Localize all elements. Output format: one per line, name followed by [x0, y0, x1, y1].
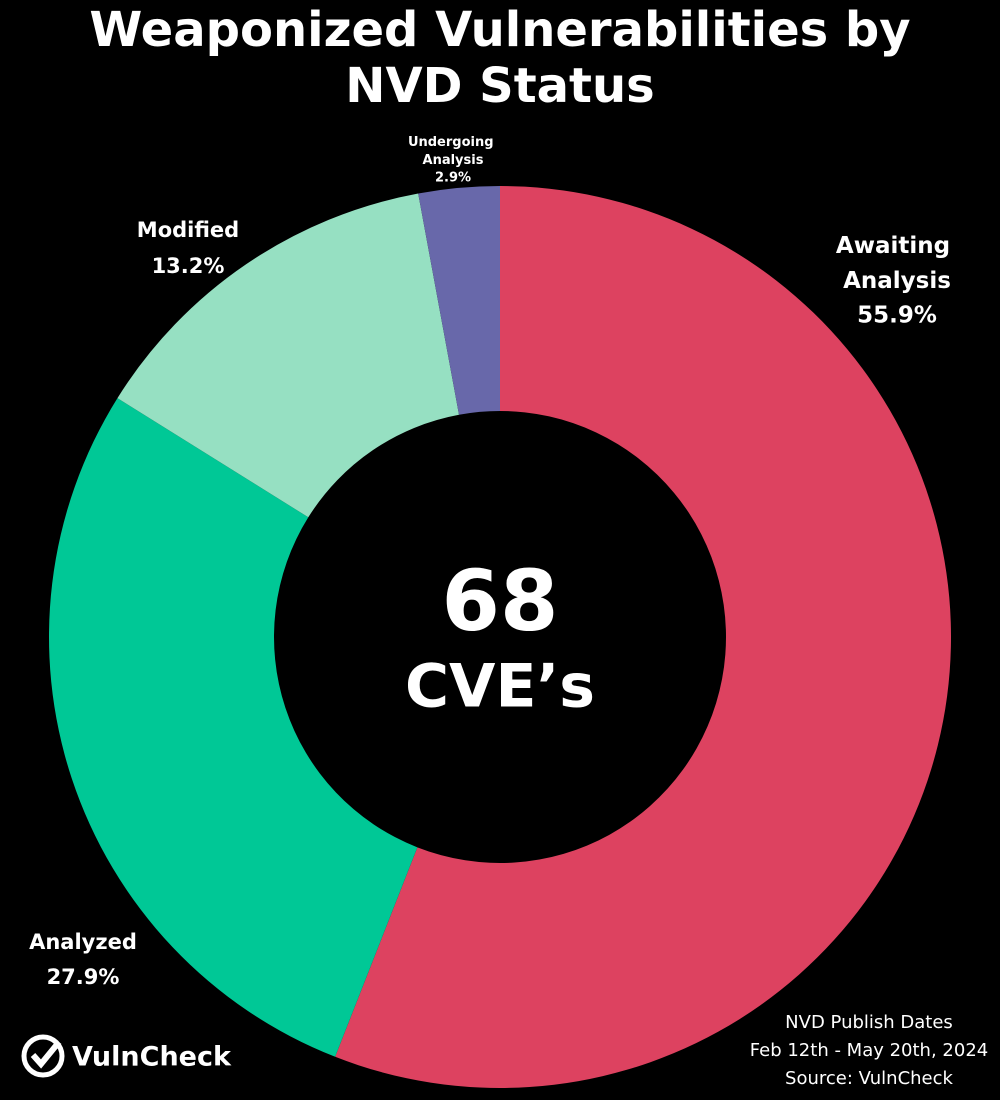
- chart-title: Weaponized Vulnerabilities by NVD Status: [89, 2, 911, 114]
- footnote: NVD Publish Dates: [785, 1012, 953, 1033]
- slice: [335, 186, 952, 1088]
- logo-icon: [21, 1034, 65, 1078]
- slice-label: Awaiting Analysis: [836, 233, 958, 294]
- slice-label: Analyzed: [29, 930, 137, 954]
- slice-label-line: Awaiting: [836, 233, 958, 259]
- slice-label-line: Modified: [137, 218, 239, 242]
- slice-label-line: Analyzed: [29, 930, 137, 954]
- value-label: 2.9%: [435, 171, 471, 186]
- logo: VulnCheck: [21, 1034, 232, 1078]
- title-box: Weaponized Vulnerabilities by NVD Status: [89, 2, 911, 114]
- slice-label: Undergoing Analysis: [408, 135, 498, 168]
- slice: [49, 398, 418, 1057]
- center-label: CVE’s: [405, 652, 595, 722]
- slices: [49, 186, 952, 1088]
- logo-text: VulnCheck: [72, 1042, 232, 1073]
- slice-label: Modified: [137, 218, 239, 242]
- center-value: 68: [442, 552, 559, 650]
- value-label: 55.9%: [857, 303, 937, 329]
- slice-label-line: Undergoing: [408, 135, 498, 150]
- slice-label-line: Analysis: [843, 268, 951, 294]
- logo-check: [30, 1040, 62, 1069]
- slice: [418, 186, 500, 415]
- value-label: 13.2%: [152, 254, 225, 278]
- footnote: Feb 12th - May 20th, 2024: [750, 1040, 988, 1061]
- value-label: 27.9%: [47, 965, 120, 989]
- footnote: Source: VulnCheck: [785, 1068, 953, 1089]
- slice: [117, 193, 460, 518]
- slice-label-line: Analysis: [423, 153, 484, 168]
